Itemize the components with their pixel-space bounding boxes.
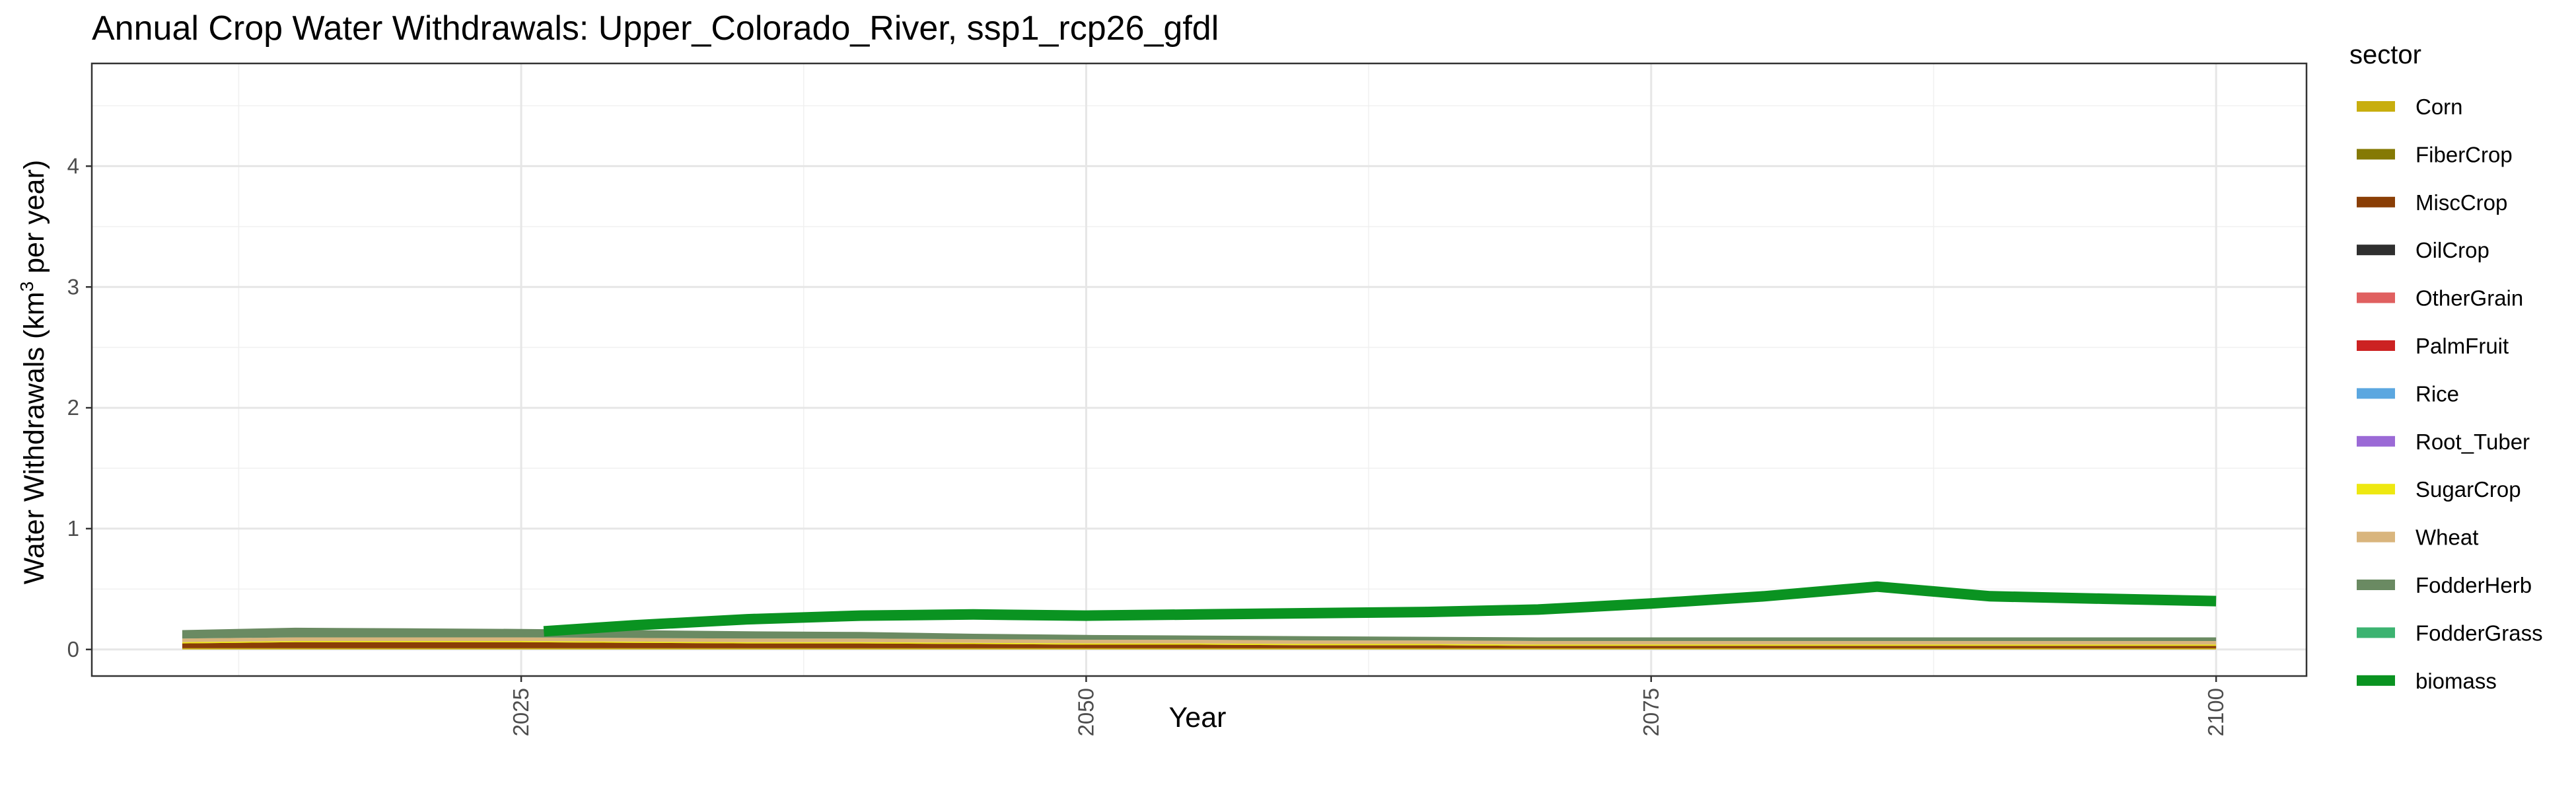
area-wheat xyxy=(182,637,2217,645)
x-tick-label: 2025 xyxy=(509,688,533,736)
area-corn xyxy=(182,648,2217,650)
legend-key xyxy=(2357,627,2395,638)
legend-key xyxy=(2357,484,2395,495)
legend-label: OilCrop xyxy=(2415,238,2489,262)
area-sugarcrop xyxy=(182,641,2217,646)
y-tick-label: 3 xyxy=(67,274,79,299)
plot-border xyxy=(90,62,2308,677)
legend-key xyxy=(2357,245,2395,256)
legend-label: SugarCrop xyxy=(2415,477,2521,502)
legend-key xyxy=(2357,531,2395,543)
legend-key xyxy=(2357,580,2395,590)
x-tick-label: 2050 xyxy=(1073,688,1098,736)
legend-label: biomass xyxy=(2415,669,2497,693)
y-tick-label: 2 xyxy=(67,395,79,420)
legend-key xyxy=(2357,149,2395,160)
area-fodderherb xyxy=(182,627,2217,641)
plot-panel: 0 1 2 3 4 2025 2050 2075 2100 xyxy=(67,62,2308,736)
y-axis-title-superscript: 3 xyxy=(17,282,37,292)
y-axis-title-main: Water Withdrawals (km xyxy=(18,291,50,584)
y-tick-label: 4 xyxy=(67,153,79,178)
legend-label: Root_Tuber xyxy=(2415,430,2530,454)
area-misccrop xyxy=(182,642,2217,648)
y-tick-label: 0 xyxy=(67,637,79,661)
legend-key xyxy=(2357,340,2395,351)
y-axis-title: Water Withdrawals (km3 per year) xyxy=(17,160,50,584)
legend-key xyxy=(2357,675,2395,686)
x-axis-title: Year xyxy=(1169,702,1227,734)
y-axis-title-tail: per year) xyxy=(18,160,50,282)
legend-label: OtherGrain xyxy=(2415,286,2523,311)
line-biomass xyxy=(543,581,2217,637)
legend-label: PalmFruit xyxy=(2415,334,2509,358)
legend-label: MiscCrop xyxy=(2415,190,2507,215)
legend-title: sector xyxy=(2349,40,2421,69)
legend-label: FiberCrop xyxy=(2415,142,2513,167)
legend-key xyxy=(2357,292,2395,303)
x-tick-label: 2100 xyxy=(2203,688,2228,736)
legend-key xyxy=(2357,388,2395,399)
legend-label: FodderHerb xyxy=(2415,573,2532,597)
chart-title: Annual Crop Water Withdrawals: Upper_Col… xyxy=(92,9,1219,48)
legend-label: Wheat xyxy=(2415,525,2478,550)
legend-label: FodderGrass xyxy=(2415,621,2543,645)
y-tick-label: 1 xyxy=(67,516,79,541)
legend-key xyxy=(2357,196,2395,208)
legend: sector Corn FiberCrop MiscCrop OilCrop Other… xyxy=(2349,40,2543,693)
plot-background xyxy=(92,63,2307,676)
legend-key xyxy=(2357,435,2395,447)
x-tick-label: 2075 xyxy=(1639,688,1663,736)
legend-label: Corn xyxy=(2415,94,2463,119)
legend-key xyxy=(2357,101,2395,112)
legend-label: Rice xyxy=(2415,381,2459,406)
